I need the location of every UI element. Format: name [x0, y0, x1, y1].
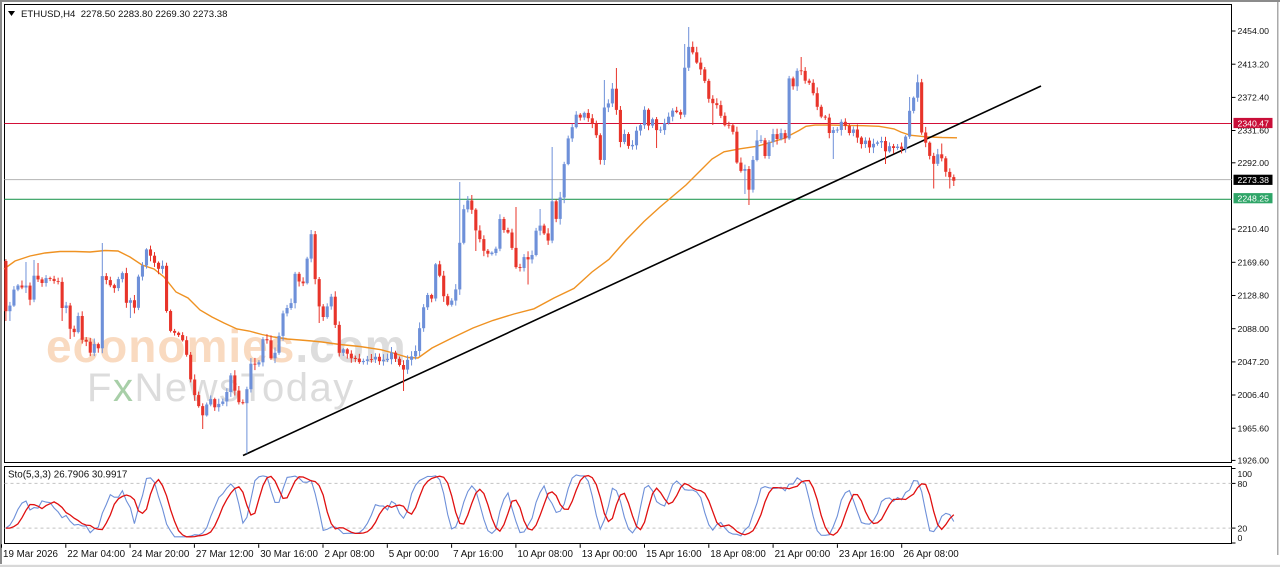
svg-text:20: 20 [1238, 524, 1248, 534]
svg-text:80: 80 [1238, 479, 1248, 489]
svg-text:2454.00: 2454.00 [1238, 26, 1270, 36]
svg-text:13 Apr 00:00: 13 Apr 00:00 [582, 549, 638, 560]
svg-text:2273.38: 2273.38 [1238, 175, 1270, 185]
svg-text:24 Mar 20:00: 24 Mar 20:00 [132, 549, 190, 560]
svg-text:30 Mar 16:00: 30 Mar 16:00 [260, 549, 318, 560]
svg-text:2340.47: 2340.47 [1238, 118, 1270, 128]
svg-text:2128.80: 2128.80 [1238, 291, 1270, 301]
svg-text:1965.60: 1965.60 [1238, 423, 1270, 433]
svg-text:2248.25: 2248.25 [1238, 194, 1270, 204]
svg-text:2331.60: 2331.60 [1238, 126, 1270, 136]
svg-text:2047.20: 2047.20 [1238, 357, 1270, 367]
svg-text:26 Apr 08:00: 26 Apr 08:00 [903, 549, 959, 560]
svg-text:Sto(5,3,3) 26.7906 30.9917: Sto(5,3,3) 26.7906 30.9917 [8, 470, 127, 481]
svg-text:21 Apr 00:00: 21 Apr 00:00 [775, 549, 831, 560]
svg-text:FxNewsToday: FxNewsToday [87, 366, 355, 410]
svg-text:2292.00: 2292.00 [1238, 158, 1270, 168]
svg-text:2372.40: 2372.40 [1238, 93, 1270, 103]
svg-text:15 Apr 16:00: 15 Apr 16:00 [646, 549, 702, 560]
svg-text:2006.40: 2006.40 [1238, 390, 1270, 400]
svg-text:2088.00: 2088.00 [1238, 324, 1270, 334]
svg-text:2169.60: 2169.60 [1238, 257, 1270, 267]
svg-text:ETHUSD,H4 2278.50 2283.80 226: ETHUSD,H4 2278.50 2283.80 2269.30 2273.3… [21, 9, 227, 20]
svg-text:10 Apr 08:00: 10 Apr 08:00 [517, 549, 573, 560]
svg-text:27 Mar 12:00: 27 Mar 12:00 [196, 549, 254, 560]
svg-text:22 Mar 04:00: 22 Mar 04:00 [67, 549, 125, 560]
svg-text:1926.00: 1926.00 [1238, 456, 1270, 466]
svg-text:2413.20: 2413.20 [1238, 59, 1270, 69]
svg-text:0: 0 [1238, 533, 1243, 543]
svg-text:18 Apr 08:00: 18 Apr 08:00 [710, 549, 766, 560]
svg-text:7 Apr 16:00: 7 Apr 16:00 [453, 549, 504, 560]
svg-text:23 Apr 16:00: 23 Apr 16:00 [839, 549, 895, 560]
svg-text:economies.com: economies.com [46, 320, 407, 372]
svg-text:2 Apr 08:00: 2 Apr 08:00 [325, 549, 376, 560]
svg-text:100: 100 [1238, 469, 1253, 479]
svg-text:19 Mar 2026: 19 Mar 2026 [3, 549, 59, 560]
svg-text:2210.40: 2210.40 [1238, 224, 1270, 234]
svg-text:5 Apr 00:00: 5 Apr 00:00 [389, 549, 440, 560]
